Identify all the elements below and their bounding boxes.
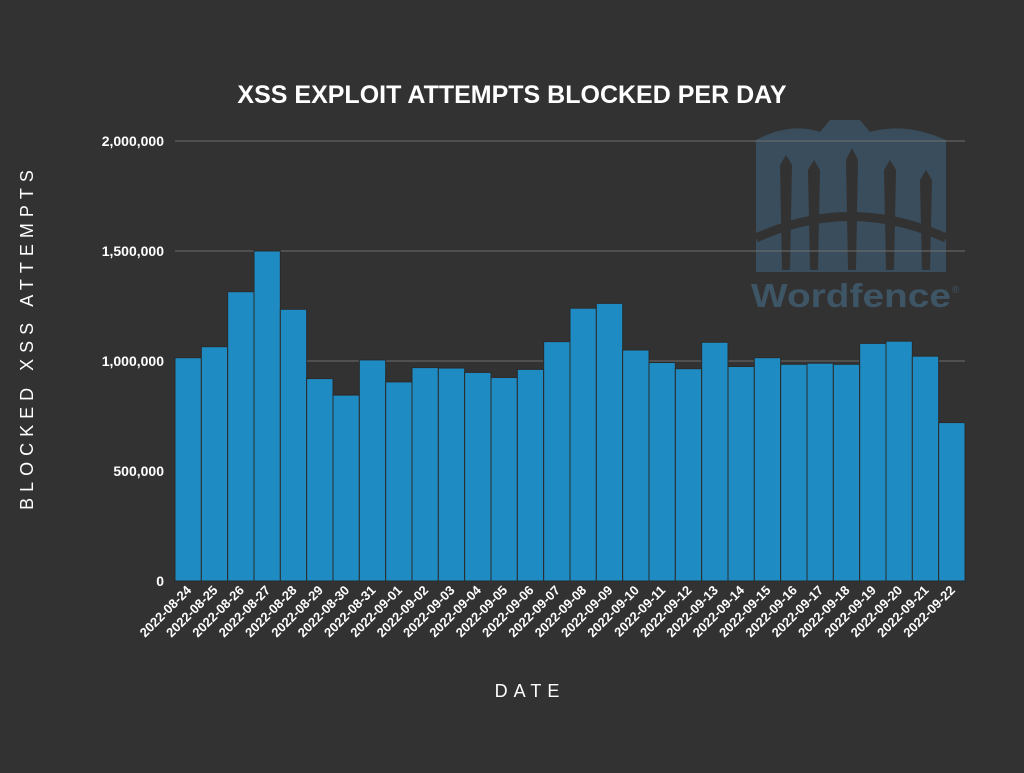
bar	[622, 349, 650, 582]
logo-fence-spikes	[780, 148, 932, 270]
bar	[464, 371, 492, 582]
bar	[806, 362, 834, 582]
bar	[385, 381, 413, 582]
bar	[674, 368, 703, 582]
bar	[332, 394, 360, 582]
y-axis-label: BLOCKED XSS ATTEMPTS	[17, 164, 37, 510]
y-tick-label: 500,000	[113, 463, 164, 479]
bar	[306, 378, 334, 582]
y-tick-label: 1,000,000	[102, 353, 164, 369]
bar	[753, 357, 782, 582]
y-axis-ticks: 0 500,000 1,000,000 1,500,000 2,000,000	[102, 133, 165, 589]
bar	[938, 422, 966, 582]
bar	[648, 362, 676, 582]
wordfence-logo-watermark: Wordfence ®	[751, 120, 960, 314]
bar	[727, 366, 755, 582]
logo-fence-arch	[754, 212, 948, 243]
bar	[200, 346, 229, 582]
bar	[253, 250, 281, 582]
y-tick-label: 1,500,000	[102, 243, 164, 259]
bars	[174, 250, 966, 582]
y-tick-label: 2,000,000	[102, 133, 164, 149]
watermark-text: Wordfence	[751, 277, 951, 314]
bar	[490, 377, 518, 582]
bar	[911, 355, 940, 582]
bar	[358, 359, 387, 582]
chart-title: XSS EXPLOIT ATTEMPTS BLOCKED PER DAY	[237, 81, 786, 109]
bar	[569, 307, 597, 582]
bar	[174, 357, 202, 582]
bar	[780, 363, 808, 582]
bar	[227, 291, 255, 582]
bar	[437, 367, 466, 582]
y-tick-label: 0	[156, 573, 164, 589]
bar	[279, 308, 308, 582]
bar	[832, 363, 861, 582]
bar	[543, 341, 571, 582]
x-axis-ticks: 2022-08-242022-08-252022-08-262022-08-27…	[137, 582, 958, 640]
bar	[516, 368, 545, 582]
bar	[885, 340, 913, 582]
bar	[411, 367, 439, 582]
watermark-registered-mark: ®	[952, 285, 960, 296]
bar	[701, 341, 729, 582]
x-axis-label: DATE	[495, 681, 566, 701]
bar	[595, 302, 624, 582]
bar	[859, 342, 887, 582]
